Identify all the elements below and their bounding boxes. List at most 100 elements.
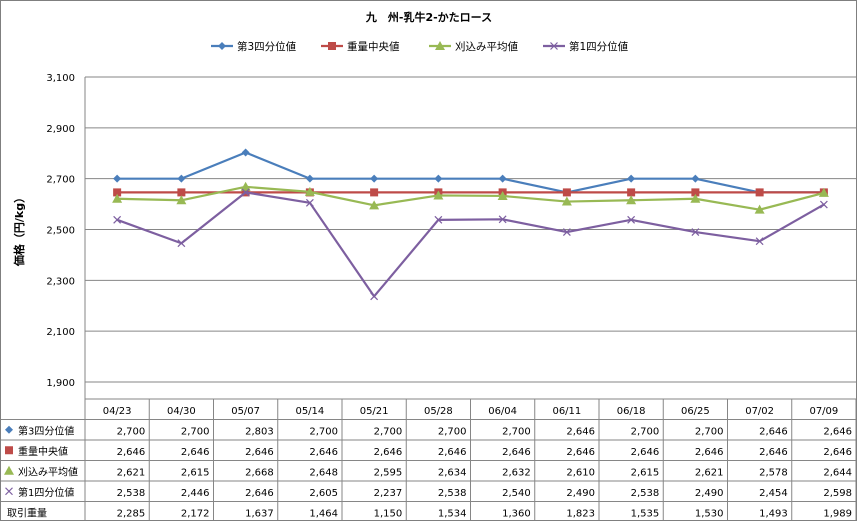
table-cell: 2,595: [374, 468, 403, 479]
data-point: [370, 292, 379, 301]
legend-label: 刈込み平均値: [455, 40, 518, 53]
table-row-label: 第3四分位値: [18, 425, 74, 438]
table-cell: 2,605: [309, 488, 338, 499]
series-line: [116, 191, 825, 298]
table-cell: 2,700: [117, 427, 146, 438]
table-cell: 2,646: [438, 447, 467, 458]
y-tick-label: 1,900: [46, 378, 75, 389]
table-cell: 2,538: [438, 488, 467, 499]
table-cell: 2,538: [631, 488, 660, 499]
legend-marker: [550, 42, 558, 50]
table-cell: 2,538: [117, 488, 146, 499]
table-cell: 2,285: [117, 509, 146, 520]
data-point: [434, 174, 443, 183]
table-cell: 1,464: [309, 509, 338, 520]
table-cell: 2,700: [309, 427, 338, 438]
data-point: [304, 186, 315, 196]
table-cell: 2,803: [245, 427, 274, 438]
table-cell: 1,989: [823, 509, 852, 520]
table-cell: 2,700: [181, 427, 210, 438]
table-cell: 1,530: [695, 509, 724, 520]
x-tick-label: 06/04: [488, 406, 517, 417]
data-point: [627, 174, 636, 183]
legend-marker: [435, 41, 445, 50]
table-cell: 2,646: [566, 447, 595, 458]
data-point: [433, 190, 444, 200]
table-cell: 1,493: [759, 509, 788, 520]
data-point: [627, 188, 636, 197]
x-tick-label: 05/21: [360, 406, 389, 417]
table-cell: 2,598: [823, 488, 852, 499]
data-point: [434, 215, 443, 224]
table-cell: 2,610: [566, 468, 595, 479]
data-point: [691, 174, 700, 183]
data-point: [819, 200, 828, 209]
table-cell: 1,534: [438, 509, 467, 520]
table-row-label: 重量中央値: [18, 445, 68, 458]
table-cell: 2,446: [181, 488, 210, 499]
legend-marker: [328, 42, 336, 50]
x-tick-label: 05/28: [424, 406, 453, 417]
data-point: [370, 174, 379, 183]
table-legend-marker: [5, 446, 13, 455]
table-cell: 2,700: [631, 427, 660, 438]
table-cell: 2,646: [695, 447, 724, 458]
table-legend-marker: [5, 487, 13, 496]
y-tick-label: 3,100: [46, 73, 75, 84]
data-point: [626, 195, 637, 205]
data-point: [498, 174, 507, 183]
data-point: [113, 215, 122, 224]
table-row-label: 刈込み平均値: [18, 466, 78, 479]
data-point: [754, 204, 765, 214]
data-point: [690, 193, 701, 203]
data-point: [562, 188, 571, 197]
table-cell: 2,172: [181, 509, 210, 520]
table-cell: 2,490: [566, 488, 595, 499]
x-tick-label: 07/02: [745, 406, 774, 417]
y-tick-label: 2,500: [46, 226, 75, 237]
x-tick-label: 04/23: [103, 406, 132, 417]
table-cell: 2,632: [502, 468, 531, 479]
data-point: [562, 228, 571, 236]
table-cell: 2,646: [309, 447, 338, 458]
table-cell: 2,700: [438, 427, 467, 438]
data-point: [818, 187, 829, 197]
data-point: [240, 181, 251, 191]
y-tick-label: 2,100: [46, 327, 75, 338]
data-point: [241, 188, 250, 197]
x-tick-label: 06/11: [552, 406, 581, 417]
table-cell: 2,490: [695, 488, 724, 499]
data-point: [627, 215, 636, 224]
series-line: [117, 151, 824, 194]
table-cell: 2,646: [117, 447, 146, 458]
data-point: [370, 188, 379, 197]
table-cell: 2,578: [759, 468, 788, 479]
table-cell: 2,646: [374, 447, 403, 458]
table-cell: 2,621: [117, 468, 146, 479]
table-cell: 2,648: [309, 468, 338, 479]
data-point: [112, 193, 123, 203]
table-cell: 2,237: [374, 488, 403, 499]
table-cell: 2,646: [759, 427, 788, 438]
table-cell: 2,615: [631, 468, 660, 479]
table-legend-marker: [5, 425, 13, 434]
x-tick-label: 06/25: [681, 406, 710, 417]
y-tick-label: 2,300: [46, 276, 75, 287]
table-cell: 1,535: [631, 509, 660, 520]
table-cell: 2,668: [245, 468, 274, 479]
table-cell: 1,360: [502, 509, 531, 520]
data-point: [497, 190, 508, 200]
x-tick-label: 04/30: [167, 406, 196, 417]
table-row-label: 第1四分位値: [18, 486, 74, 499]
table-cell: 2,646: [245, 447, 274, 458]
table-cell: 2,646: [631, 447, 660, 458]
table-cell: 2,621: [695, 468, 724, 479]
chart-title: 九 州-乳牛2-かたロース: [365, 10, 492, 24]
data-point: [755, 188, 764, 197]
series-line: [117, 185, 825, 211]
table-cell: 1,823: [566, 509, 595, 520]
table-cell: 1,637: [245, 509, 274, 520]
legend-label: 第1四分位値: [569, 40, 629, 53]
table-cell: 2,646: [566, 427, 595, 438]
